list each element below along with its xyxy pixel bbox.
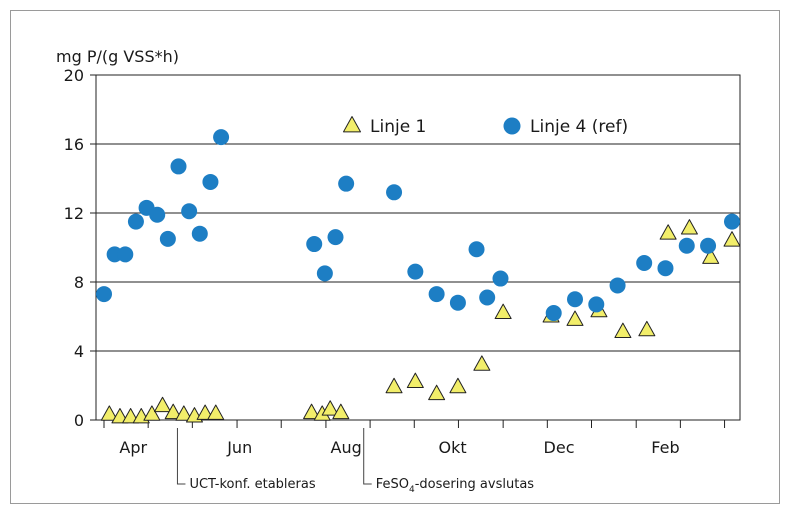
y-tick-label: 8 [74, 273, 84, 292]
plot-area [95, 74, 741, 421]
annotation-label: UCT-konf. etableras [189, 477, 315, 492]
data-point-circle [202, 173, 219, 190]
data-point-circle [213, 129, 230, 146]
data-point-triangle [100, 405, 118, 421]
data-point-triangle [207, 404, 225, 420]
annotation-leader [363, 428, 372, 485]
data-point-circle [117, 246, 134, 263]
series-linje-1 [100, 219, 741, 424]
data-point-circle [316, 265, 333, 282]
data-point-circle [96, 286, 112, 303]
data-point-triangle [111, 407, 129, 424]
x-tick-label-okt: Okt [439, 438, 467, 457]
data-point-triangle [449, 377, 467, 394]
data-point-circle [636, 255, 653, 272]
data-point-triangle [723, 231, 741, 247]
data-point-triangle [143, 405, 161, 421]
data-point-circle [479, 289, 496, 306]
y-tick-label: 0 [74, 411, 84, 430]
data-point-circle [449, 294, 466, 311]
data-point-circle [327, 229, 344, 246]
data-point-triangle [702, 248, 720, 264]
y-tick-label: 16 [64, 135, 84, 154]
y-tick-label: 4 [74, 342, 84, 361]
data-point-triangle [659, 224, 677, 240]
data-point-circle [567, 291, 583, 308]
series-linje-4-ref [96, 129, 740, 322]
data-point-circle [545, 305, 562, 322]
data-point-triangle [406, 372, 424, 389]
y-tick-label: 12 [64, 204, 84, 223]
legend-label: Linje 1 [370, 117, 426, 137]
y-axis: 0 4 8 12 16 20 [64, 66, 96, 430]
data-point-triangle [154, 396, 172, 413]
data-point-triangle [175, 405, 193, 421]
data-point-triangle [332, 403, 350, 420]
legend: Linje 1 Linje 4 (ref) [343, 116, 628, 137]
annotation-label: FeSO4-dosering avslutas [376, 477, 535, 495]
data-point-circle [306, 236, 323, 253]
data-point-triangle [122, 407, 140, 424]
data-point-circle [492, 270, 509, 287]
y-axis-title: mg P/(g VSS*h) [56, 47, 179, 66]
data-point-circle [724, 213, 740, 230]
x-tick-label-dec: Dec [544, 438, 575, 457]
data-point-circle [588, 296, 605, 313]
data-points [96, 129, 741, 424]
data-point-circle [609, 277, 626, 294]
data-point-triangle [494, 303, 512, 320]
data-point-circle [149, 206, 166, 223]
data-point-triangle [473, 355, 491, 371]
x-axis: Apr Jun Aug Okt Dec Feb [103, 420, 726, 457]
annotation-leader [176, 428, 186, 485]
data-point-triangle [428, 384, 446, 401]
data-point-circle [468, 241, 485, 258]
data-point-circle [191, 225, 208, 242]
data-point-circle [407, 263, 424, 280]
data-point-circle [386, 184, 403, 201]
data-point-circle [700, 237, 717, 254]
data-point-circle [657, 260, 674, 277]
data-point-triangle [196, 404, 214, 420]
data-point-triangle [385, 377, 403, 394]
legend-marker-triangle [343, 116, 361, 133]
data-point-triangle [164, 403, 182, 420]
x-tick-label-jun: Jun [226, 438, 252, 457]
x-tick-label-aug: Aug [331, 438, 362, 457]
data-point-circle [678, 237, 695, 254]
annotations: UCT-konf. etableras FeSO4-dosering avslut… [176, 428, 535, 495]
data-point-triangle [566, 310, 584, 326]
legend-marker-circle [503, 117, 521, 135]
data-point-triangle [614, 322, 632, 338]
data-point-circle [159, 230, 176, 247]
data-point-circle [181, 203, 198, 220]
data-point-circle [428, 286, 445, 303]
data-point-circle [127, 213, 144, 230]
x-tick-label-feb: Feb [651, 438, 679, 457]
x-tick-label-apr: Apr [119, 438, 147, 457]
data-point-triangle [303, 403, 321, 420]
data-point-triangle [680, 219, 698, 235]
data-point-circle [338, 175, 355, 192]
legend-label: Linje 4 (ref) [530, 117, 628, 137]
data-point-circle [170, 158, 187, 175]
grid-lines [96, 143, 740, 352]
data-point-triangle [321, 400, 339, 416]
data-point-triangle [638, 320, 656, 337]
y-tick-label: 20 [64, 66, 84, 85]
